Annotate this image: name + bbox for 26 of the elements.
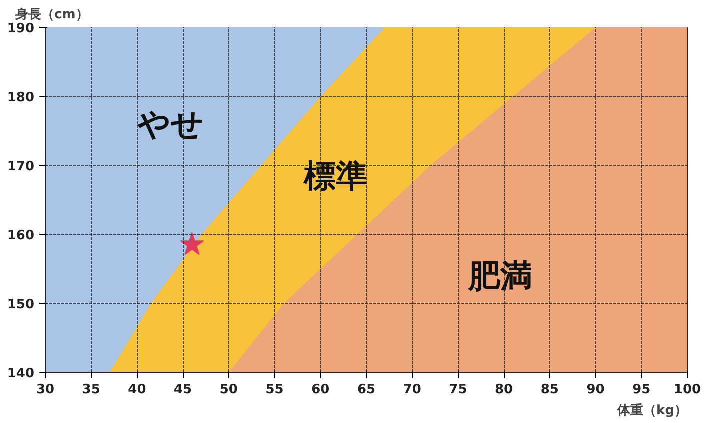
x-tick-label: 30	[36, 382, 55, 398]
y-tick-label: 180	[7, 90, 35, 106]
y-tick-label: 190	[7, 22, 35, 36]
x-tick-label: 70	[403, 382, 422, 398]
x-tick-label: 85	[540, 382, 559, 398]
x-tick-label: 65	[357, 382, 376, 398]
x-tick-label: 55	[266, 382, 284, 398]
x-tick-label: 90	[586, 382, 605, 398]
x-tick-label: 35	[82, 382, 100, 398]
y-tick-label: 160	[7, 228, 35, 244]
y-tick-label: 140	[7, 366, 35, 382]
x-tick-label: 80	[495, 382, 514, 398]
series-label: やせ	[137, 105, 204, 144]
x-tick-label: 60	[312, 382, 330, 398]
x-axis-title: 体重（kg）	[616, 402, 688, 418]
series-label: 標準	[302, 156, 368, 195]
y-tick-label: 150	[7, 298, 35, 312]
x-tick-label: 75	[449, 382, 468, 398]
x-tick-label: 40	[128, 382, 146, 398]
series-label: 肥満	[467, 256, 532, 295]
x-tick-label: 50	[220, 382, 238, 398]
x-tick-label: 45	[174, 382, 192, 398]
x-tick-label: 95	[632, 382, 651, 398]
y-axis-title: 身長（cm）	[14, 8, 89, 22]
x-tick-label: 100	[674, 382, 702, 398]
y-tick-label: 170	[7, 160, 35, 174]
